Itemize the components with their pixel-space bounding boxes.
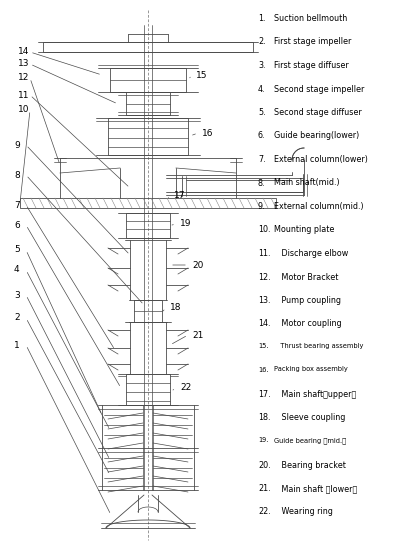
Text: 2: 2 <box>14 314 19 322</box>
Text: 8: 8 <box>14 170 20 179</box>
Text: 1: 1 <box>14 340 20 349</box>
Text: 15: 15 <box>196 70 207 80</box>
Text: 5.: 5. <box>258 108 266 117</box>
Text: 14: 14 <box>18 47 30 57</box>
Bar <box>20 198 276 208</box>
Text: 9.: 9. <box>258 202 266 211</box>
Text: 2.: 2. <box>258 37 266 47</box>
Text: 22.: 22. <box>258 508 271 516</box>
Text: 16: 16 <box>202 129 213 138</box>
Text: 18: 18 <box>170 304 181 312</box>
Text: 19.: 19. <box>258 437 269 443</box>
Text: 11: 11 <box>18 91 30 100</box>
Text: 6.: 6. <box>258 131 266 140</box>
Text: 12: 12 <box>18 74 30 82</box>
Text: Motor Bracket: Motor Bracket <box>274 272 338 282</box>
Text: 18.: 18. <box>258 414 271 422</box>
Text: 20: 20 <box>192 261 203 270</box>
Bar <box>108 118 188 155</box>
Bar <box>126 92 170 115</box>
Text: 10: 10 <box>18 106 30 114</box>
Text: Guide bearing(lower): Guide bearing(lower) <box>274 131 359 140</box>
Text: External column(mid.): External column(mid.) <box>274 202 364 211</box>
Text: 12.: 12. <box>258 272 271 282</box>
Text: Bearing bracket: Bearing bracket <box>274 460 346 470</box>
Text: 1.: 1. <box>258 14 266 23</box>
Text: 16.: 16. <box>258 366 269 372</box>
Text: First stage impeller: First stage impeller <box>274 37 352 47</box>
Text: Second stage impeller: Second stage impeller <box>274 85 364 94</box>
Text: Pump coupling: Pump coupling <box>274 296 341 305</box>
Bar <box>134 300 162 322</box>
Text: 13.: 13. <box>258 296 271 305</box>
Bar <box>43 42 253 52</box>
Text: 8.: 8. <box>258 179 266 188</box>
Text: 13: 13 <box>18 59 30 69</box>
Text: 10.: 10. <box>258 226 271 234</box>
Text: 9: 9 <box>14 140 20 150</box>
Text: Second stage diffuser: Second stage diffuser <box>274 108 362 117</box>
Text: Suction bellmouth: Suction bellmouth <box>274 14 347 23</box>
Text: Packing box assembly: Packing box assembly <box>274 366 348 372</box>
Text: 17: 17 <box>174 190 185 200</box>
Bar <box>126 213 170 238</box>
Text: 21: 21 <box>192 331 203 339</box>
Text: 6: 6 <box>14 221 20 229</box>
Text: 14.: 14. <box>258 320 271 328</box>
Text: Mounting plate: Mounting plate <box>274 226 335 234</box>
Text: 7: 7 <box>14 201 20 210</box>
Text: Main shaft （lower）: Main shaft （lower） <box>274 484 357 493</box>
Text: 15.: 15. <box>258 343 269 349</box>
Text: External column(lower): External column(lower) <box>274 155 368 164</box>
Text: 17.: 17. <box>258 390 271 399</box>
Text: 3.: 3. <box>258 61 266 70</box>
Text: Wearing ring: Wearing ring <box>274 508 333 516</box>
Text: 3: 3 <box>14 290 20 300</box>
Text: 11.: 11. <box>258 249 271 258</box>
Text: 21.: 21. <box>258 484 271 493</box>
Text: First stage diffuser: First stage diffuser <box>274 61 349 70</box>
Bar <box>110 68 186 92</box>
Bar <box>126 374 170 405</box>
Text: Guide bearing （mid.）: Guide bearing （mid.） <box>274 437 346 444</box>
Text: 20.: 20. <box>258 460 271 470</box>
Text: 19: 19 <box>180 219 192 228</box>
Text: Main shaft（upper）: Main shaft（upper） <box>274 390 356 399</box>
Text: 5: 5 <box>14 245 20 255</box>
Text: Thrust bearing assembly: Thrust bearing assembly <box>274 343 363 349</box>
Text: Main shaft(mid.): Main shaft(mid.) <box>274 179 340 188</box>
Text: Motor coupling: Motor coupling <box>274 320 342 328</box>
Text: 4: 4 <box>14 266 19 274</box>
Text: 22: 22 <box>180 383 191 393</box>
Text: 7.: 7. <box>258 155 266 164</box>
Text: Discharge elbow: Discharge elbow <box>274 249 348 258</box>
Text: 4.: 4. <box>258 85 266 94</box>
Text: Sleeve coupling: Sleeve coupling <box>274 414 345 422</box>
